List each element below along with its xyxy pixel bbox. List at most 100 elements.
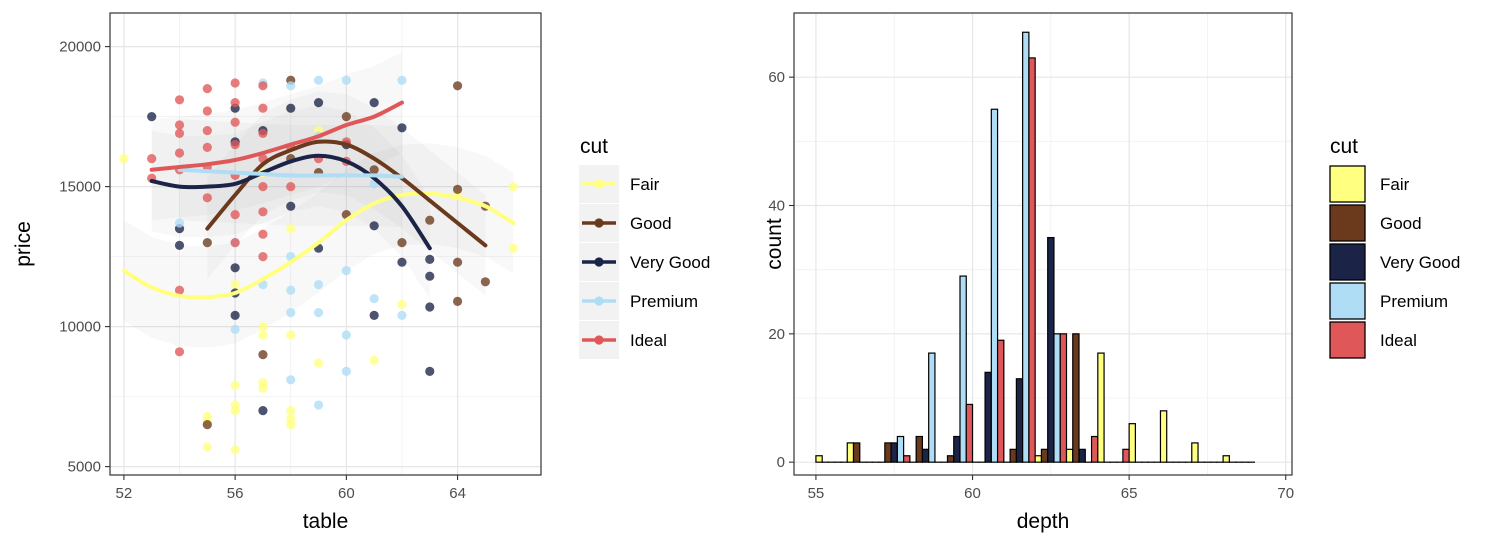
legend-label-premium: Premium (1380, 292, 1448, 311)
confidence-band-ideal (151, 52, 402, 221)
y-tick-label: 15000 (59, 179, 101, 196)
legend-key-good (1329, 204, 1366, 242)
scatter-axes: 52 56 60 64 5000 10000 15000 20000 (59, 39, 466, 502)
scatter-y-axis-title: price (12, 221, 35, 267)
point-very-good (369, 221, 379, 231)
point-premium (341, 75, 351, 85)
point-very-good (425, 271, 435, 281)
point-fair (258, 322, 268, 332)
x-tick-label: 60 (338, 485, 355, 502)
y-tick-label: 0 (777, 454, 785, 471)
bar-good (852, 442, 861, 463)
point-good (397, 238, 407, 248)
bar-ideal (1059, 333, 1068, 463)
legend-key-fair (1329, 165, 1366, 203)
x-tick-label: 56 (227, 485, 244, 502)
legend-label-good: Good (1380, 214, 1422, 233)
point-good (452, 184, 463, 194)
point-ideal (258, 81, 268, 91)
point-very-good (425, 302, 435, 312)
point-very-good (425, 254, 435, 264)
bar-fair (846, 442, 855, 463)
point-fair (258, 330, 268, 340)
y-tick-label: 60 (768, 69, 785, 86)
point-fair (508, 243, 518, 253)
point-ideal (258, 229, 268, 239)
legend-label-fair: Fair (1380, 175, 1410, 194)
point-very-good (397, 123, 407, 133)
x-tick-label: 55 (808, 485, 825, 502)
x-tick-label: 65 (1121, 485, 1138, 502)
bar-fair (1065, 448, 1074, 463)
smooth-line-very-good (149, 153, 432, 251)
bar-premium (959, 275, 967, 463)
point-premium (313, 75, 324, 85)
histogram-bars (815, 31, 1256, 463)
point-ideal (174, 95, 185, 105)
y-tick-label: 40 (768, 198, 785, 215)
point-ideal (174, 347, 185, 357)
histogram-panel-border (793, 12, 1293, 476)
point-ideal (258, 182, 268, 192)
legend-label-good: Good (630, 214, 672, 233)
smooth-line-ideal (149, 100, 404, 172)
point-fair (286, 406, 296, 416)
bar-good (946, 455, 955, 463)
bar-fair (1191, 442, 1199, 463)
point-premium (286, 285, 296, 295)
point-premium (230, 324, 240, 334)
point-ideal (258, 103, 268, 113)
point-very-good (369, 98, 379, 108)
point-fair (397, 299, 407, 309)
legend-label-ideal: Ideal (1380, 331, 1417, 350)
bar-ideal (1028, 57, 1036, 463)
point-good (452, 81, 463, 91)
bar-good (1009, 448, 1017, 463)
y-tick-label: 5000 (68, 459, 101, 476)
point-ideal (147, 154, 157, 164)
legend-title: cut (1330, 135, 1358, 158)
point-fair (286, 330, 296, 340)
point-ideal (202, 142, 212, 152)
point-ideal (230, 210, 240, 220)
point-good (452, 296, 463, 306)
legend-key-ideal (1329, 321, 1366, 359)
x-tick-label: 60 (964, 485, 981, 502)
point-ideal (202, 193, 212, 203)
legend-key-point-fair (594, 179, 604, 189)
histogram-grid (794, 13, 1292, 475)
point-premium (341, 266, 351, 276)
y-tick-label: 10000 (59, 319, 101, 336)
point-very-good (369, 310, 379, 320)
bar-very-good (890, 442, 898, 463)
point-very-good (258, 406, 268, 416)
bar-fair (1034, 455, 1043, 463)
point-premium (397, 310, 407, 320)
point-very-good (147, 112, 157, 122)
x-tick-label: 52 (116, 485, 133, 502)
legend-key-premium (1329, 282, 1366, 320)
x-tick-label: 70 (1277, 485, 1294, 502)
scatter-legend: cut Fair Good Very Good Premium Ideal (579, 135, 710, 359)
point-ideal (230, 238, 240, 248)
point-good (258, 350, 268, 360)
point-premium (174, 218, 185, 228)
bar-fair (1222, 455, 1230, 463)
point-very-good (174, 240, 185, 250)
bar-premium (1022, 31, 1030, 463)
bar-very-good (1078, 448, 1086, 463)
bar-good (884, 442, 892, 463)
point-ideal (230, 78, 240, 88)
legend-key-point-ideal (594, 335, 604, 345)
bar-good (915, 435, 924, 463)
bar-ideal (1122, 448, 1130, 463)
legend-key-very-good (1329, 243, 1366, 281)
bar-premium (896, 435, 905, 463)
point-ideal (258, 207, 268, 217)
point-very-good (230, 263, 240, 273)
bar-fair (1128, 423, 1136, 463)
bar-fair (815, 455, 823, 463)
point-premium (286, 81, 296, 91)
point-ideal (174, 128, 185, 138)
